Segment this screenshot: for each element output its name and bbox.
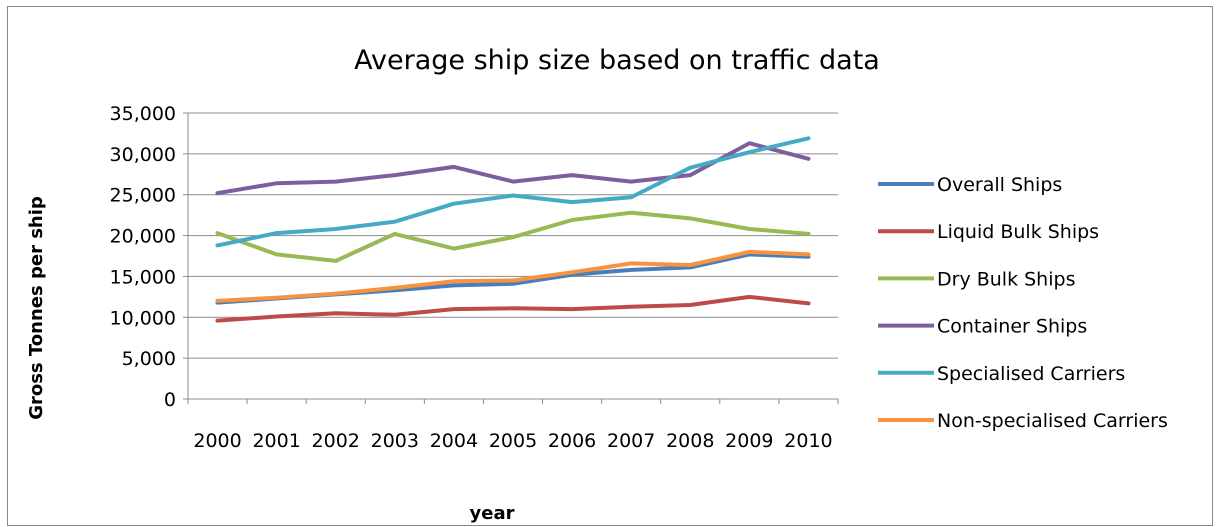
y-tick-label: 20,000: [110, 226, 176, 248]
series-line-5: [215, 136, 811, 248]
y-tick-label: 10,000: [110, 307, 176, 329]
x-tick-label: 2001: [252, 430, 300, 452]
y-tick-label: 35,000: [110, 103, 176, 125]
chart-svg: Average ship size based on traffic data …: [26, 45, 1168, 524]
x-tick-label: 2000: [193, 430, 241, 452]
y-tick-label: 0: [164, 389, 176, 411]
x-tick-label: 2010: [784, 430, 832, 452]
y-axis-title: Gross Tonnes per ship: [26, 196, 47, 420]
x-tick-label: 2007: [607, 430, 655, 452]
legend: Overall Ships Liquid Bulk Ships Dry Bulk S…: [878, 174, 1168, 432]
x-axis-title: year: [470, 503, 515, 524]
x-tick-label: 2009: [725, 430, 773, 452]
x-tick-label: 2002: [312, 430, 360, 452]
series-line-4: [215, 141, 811, 196]
y-tick-label: 25,000: [110, 185, 176, 207]
x-tick-label: 2006: [548, 430, 596, 452]
legend-label: Dry Bulk Ships: [937, 268, 1075, 290]
chart-area: Average ship size based on traffic data …: [7, 6, 1213, 526]
x-tick-label: 2003: [371, 430, 419, 452]
legend-label: Container Ships: [937, 316, 1087, 338]
series-line-6: [215, 249, 811, 303]
legend-label: Overall Ships: [937, 174, 1062, 196]
series-line-2: [215, 294, 811, 323]
plot-area: 0 5,000 10,000 15,000 20,000 25,000 30,000 35,0…: [110, 103, 839, 452]
legend-label: Non-specialised Carriers: [937, 410, 1168, 432]
y-tick-label: 5,000: [122, 348, 176, 370]
y-tick-label: 30,000: [110, 144, 176, 166]
legend-label: Liquid Bulk Ships: [937, 221, 1099, 243]
legend-label: Specialised Carriers: [937, 363, 1125, 385]
x-tick-label: 2004: [430, 430, 478, 452]
chart-title: Average ship size based on traffic data: [354, 45, 880, 76]
y-tick-label: 15,000: [110, 266, 176, 288]
series-line-3: [215, 210, 811, 263]
x-tick-label: 2005: [489, 430, 537, 452]
x-tick-label: 2008: [666, 430, 714, 452]
